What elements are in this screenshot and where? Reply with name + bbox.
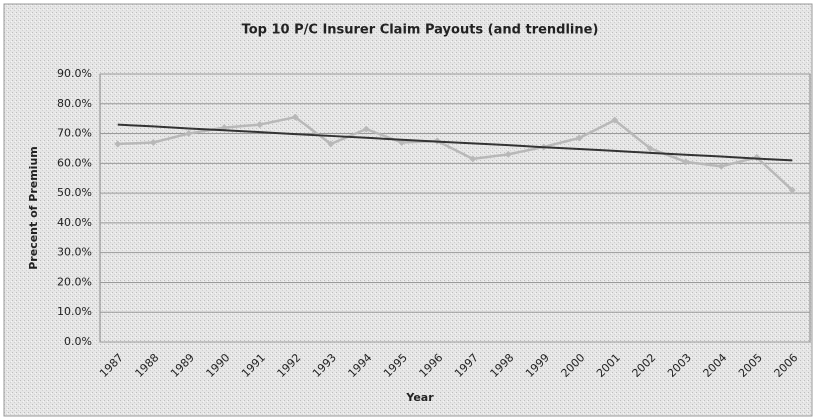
marker [717,162,725,170]
y-axis-title: Precent of Premium [27,146,40,270]
x-axis-title: Year [405,391,434,404]
marker [504,150,512,158]
marker [575,134,583,142]
y-tick-label: 20.0% [57,275,92,288]
y-tick-label: 50.0% [57,186,92,199]
y-tick-label: 80.0% [57,97,92,110]
marker [788,186,796,194]
marker [114,140,122,148]
marker [327,140,335,148]
y-tick-label: 0.0% [64,335,92,348]
y-tick-label: 70.0% [57,127,92,140]
marker [362,125,370,133]
marker [611,116,619,124]
y-tick-label: 60.0% [57,156,92,169]
y-tick-label: 40.0% [57,216,92,229]
marker [220,124,228,132]
marker [256,121,264,129]
marker [291,113,299,121]
y-tick-label: 90.0% [57,67,92,80]
y-tick-label: 30.0% [57,246,92,259]
marker [646,144,654,152]
series-line [117,115,794,192]
chart-background [3,3,813,417]
marker [185,130,193,138]
marker [682,158,690,166]
marker [149,138,157,146]
marker [469,155,477,163]
series-line [117,123,793,162]
y-tick-label: 10.0% [57,305,92,318]
chart-title: Top 10 P/C Insurer Claim Payouts (and tr… [242,23,599,38]
